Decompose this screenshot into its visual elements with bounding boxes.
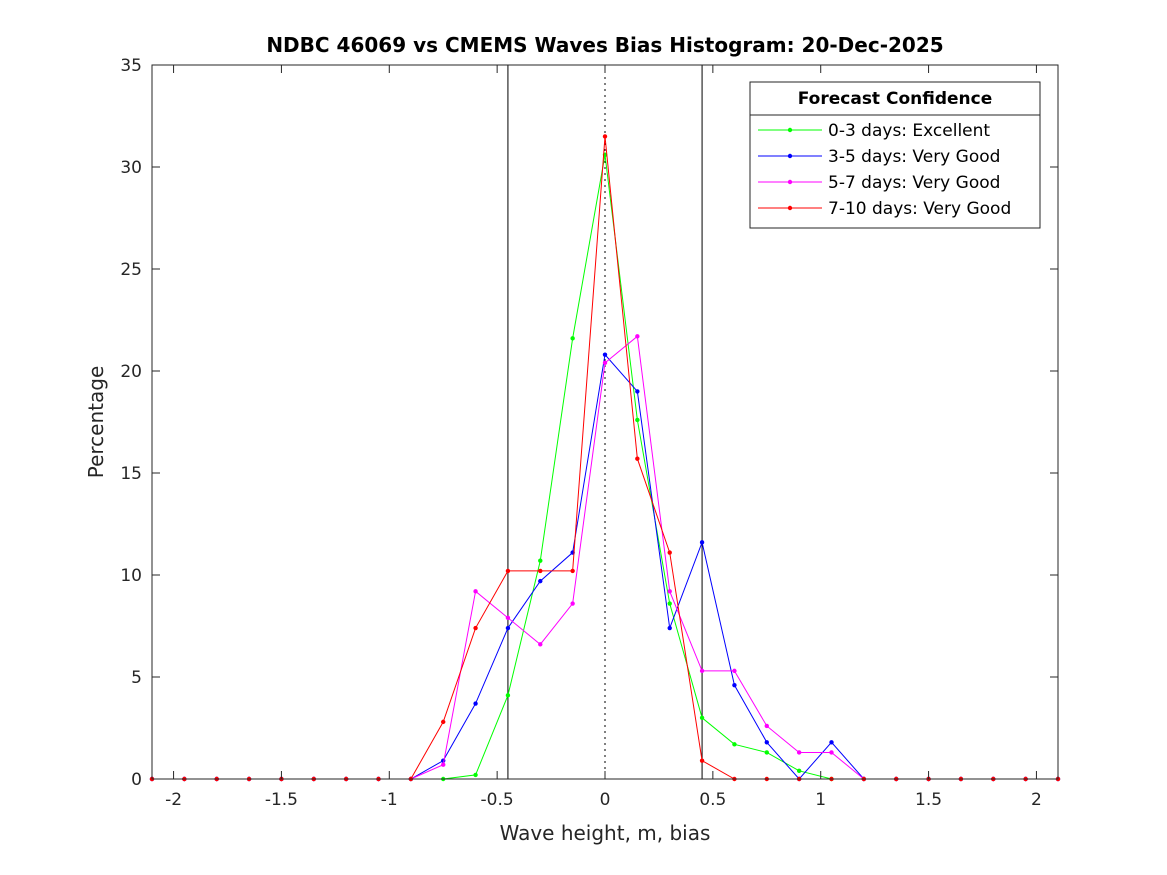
data-point bbox=[699, 540, 705, 545]
y-tick-label: 30 bbox=[120, 158, 142, 178]
data-point bbox=[699, 758, 705, 763]
x-tick-label: -2 bbox=[165, 790, 182, 810]
legend-entry-label: 7-10 days: Very Good bbox=[828, 199, 1011, 219]
data-point bbox=[667, 625, 672, 631]
data-point bbox=[635, 389, 640, 394]
data-point bbox=[796, 768, 802, 774]
data-point bbox=[570, 336, 575, 341]
data-point bbox=[699, 668, 705, 674]
x-tick-label: 2 bbox=[1031, 790, 1042, 810]
legend-marker bbox=[787, 153, 793, 159]
data-point bbox=[602, 360, 608, 366]
data-point bbox=[667, 589, 672, 594]
data-point bbox=[473, 701, 478, 706]
data-point bbox=[505, 625, 511, 631]
data-point bbox=[538, 578, 543, 584]
data-point bbox=[635, 456, 640, 461]
data-point bbox=[441, 719, 446, 725]
data-point bbox=[667, 550, 672, 555]
y-tick-label: 35 bbox=[120, 56, 142, 76]
x-tick-label: 0.5 bbox=[699, 790, 726, 810]
y-axis-label: Percentage bbox=[84, 366, 108, 479]
data-point bbox=[796, 750, 802, 755]
data-point bbox=[732, 682, 737, 688]
x-tick-label: -1.5 bbox=[265, 790, 298, 810]
data-point bbox=[441, 762, 446, 767]
data-point bbox=[505, 615, 511, 621]
data-point bbox=[829, 740, 834, 745]
legend-box bbox=[749, 81, 1041, 229]
data-point bbox=[602, 134, 608, 139]
y-tick-label: 5 bbox=[131, 668, 142, 688]
data-point bbox=[764, 723, 769, 729]
y-tick-label: 20 bbox=[120, 362, 142, 382]
x-tick-label: 1.5 bbox=[915, 790, 942, 810]
data-point bbox=[538, 568, 543, 574]
data-point bbox=[473, 625, 478, 631]
data-point bbox=[732, 668, 737, 674]
y-tick-label: 0 bbox=[131, 770, 142, 790]
x-tick-label: -1 bbox=[381, 790, 398, 810]
data-point bbox=[473, 772, 478, 778]
legend-entry-label: 5-7 days: Very Good bbox=[828, 173, 1000, 193]
legend-title: Forecast Confidence bbox=[798, 89, 993, 109]
data-point bbox=[635, 417, 640, 423]
legend-marker bbox=[787, 205, 793, 211]
data-point bbox=[538, 642, 543, 647]
legend-entry-label: 0-3 days: Excellent bbox=[828, 121, 990, 141]
legend-entry-label: 3-5 days: Very Good bbox=[828, 147, 1000, 167]
x-tick-label: 0 bbox=[600, 790, 611, 810]
legend-items: 0-3 days: Excellent 3-5 days: Very Good 5-… bbox=[758, 121, 1011, 219]
data-point bbox=[829, 750, 834, 755]
x-tick-label: -0.5 bbox=[481, 790, 514, 810]
data-point bbox=[602, 352, 608, 357]
x-tick-label: 1 bbox=[815, 790, 826, 810]
data-point bbox=[732, 742, 737, 747]
reference-lines bbox=[507, 65, 703, 779]
legend-marker bbox=[787, 127, 793, 133]
data-point bbox=[505, 693, 511, 698]
x-axis-label: Wave height, m, bias bbox=[500, 821, 711, 845]
data-point bbox=[667, 601, 672, 606]
data-point bbox=[570, 568, 575, 574]
y-tick-label: 15 bbox=[120, 464, 142, 484]
data-point bbox=[570, 601, 575, 606]
data-point bbox=[505, 568, 511, 574]
data-point bbox=[473, 589, 478, 594]
data-point bbox=[764, 750, 769, 755]
legend-marker bbox=[787, 179, 793, 185]
data-point bbox=[764, 740, 769, 745]
chart-title: NDBC 46069 vs CMEMS Waves Bias Histogram… bbox=[266, 33, 943, 57]
data-point bbox=[538, 558, 543, 563]
legend: Forecast Confidence 0-3 days: Excellent 3… bbox=[749, 81, 1041, 229]
y-tick-label: 10 bbox=[120, 566, 142, 586]
y-tick-label: 25 bbox=[120, 260, 142, 280]
data-point bbox=[699, 715, 705, 720]
data-point bbox=[635, 334, 640, 339]
